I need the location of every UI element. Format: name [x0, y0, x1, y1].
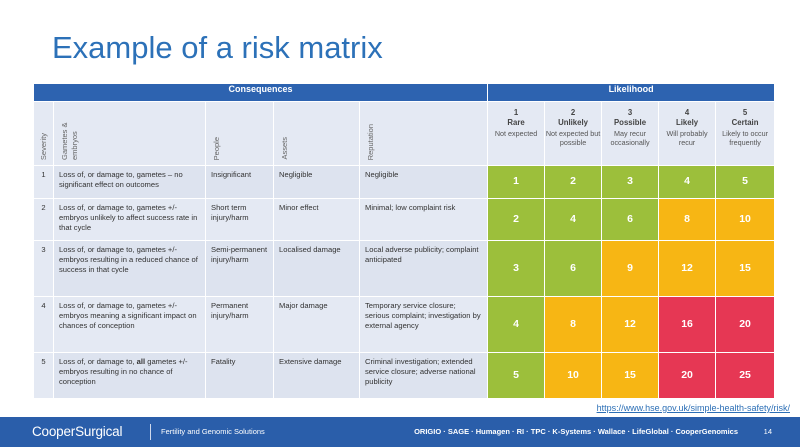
people-cell: Insignificant — [205, 165, 274, 199]
likelihood-rare-header: 1 Rare Not expected — [487, 101, 546, 166]
risk-score-cell: 4 — [487, 296, 546, 353]
reputation-cell: Temporary service closure; serious compl… — [358, 296, 489, 353]
severity-column-header: Severity — [33, 101, 54, 166]
gametes-column-header: Gametes & embryos — [53, 101, 206, 166]
people-cell: Fatality — [205, 352, 274, 399]
table-row: 4 Loss of, or damage to, gametes +/- emb… — [33, 296, 776, 353]
reputation-cell: Minimal; low complaint risk — [358, 198, 489, 241]
risk-score-cell: 4 — [658, 165, 717, 199]
people-column-header: People — [205, 101, 274, 166]
likelihood-possible-header: 3 Possible May recur occasionally — [601, 101, 660, 166]
gametes-cell: Loss of, or damage to, gametes +/- embry… — [53, 198, 206, 241]
risk-score-cell: 15 — [601, 352, 660, 399]
risk-score-cell: 25 — [715, 352, 776, 399]
reputation-column-header: Reputation — [358, 101, 489, 166]
severity-value: 2 — [33, 198, 54, 241]
risk-score-cell: 2 — [544, 165, 603, 199]
risk-score-cell: 9 — [601, 240, 660, 297]
risk-score-cell: 5 — [715, 165, 776, 199]
reputation-cell: Negligible — [358, 165, 489, 199]
severity-value: 4 — [33, 296, 54, 353]
risk-score-cell: 8 — [544, 296, 603, 353]
people-cell: Permanent injury/harm — [205, 296, 274, 353]
assets-cell: Localised damage — [273, 240, 360, 297]
risk-score-cell: 12 — [601, 296, 660, 353]
risk-score-cell: 10 — [544, 352, 603, 399]
footer-bar: CooperSurgical Fertility and Genomic Sol… — [0, 417, 800, 447]
table-row: 1 Loss of, or damage to, gametes – no si… — [33, 165, 776, 199]
table-row: 5 Loss of, or damage to, all gametes +/-… — [33, 352, 776, 399]
page-number: 14 — [763, 427, 772, 436]
risk-score-cell: 15 — [715, 240, 776, 297]
likelihood-header: Likelihood — [487, 83, 776, 102]
assets-cell: Major damage — [273, 296, 360, 353]
risk-score-cell: 6 — [544, 240, 603, 297]
emphasis-all: all — [136, 357, 146, 366]
likelihood-likely-header: 4 Likely Will probably recur — [658, 101, 717, 166]
risk-score-cell: 5 — [487, 352, 546, 399]
table-row: 3 Loss of, or damage to, gametes +/- emb… — [33, 240, 776, 297]
risk-score-cell: 8 — [658, 198, 717, 241]
risk-score-cell: 1 — [487, 165, 546, 199]
gametes-cell: Loss of, or damage to, all gametes +/- e… — [53, 352, 206, 399]
risk-score-cell: 3 — [487, 240, 546, 297]
footer-brands: ORIGIO · SAGE · Humagen · RI · TPC · K-S… — [414, 427, 738, 436]
gametes-cell: Loss of, or damage to, gametes – no sign… — [53, 165, 206, 199]
assets-cell: Minor effect — [273, 198, 360, 241]
severity-value: 5 — [33, 352, 54, 399]
risk-matrix-table: Consequences Likelihood Severity Gametes… — [32, 83, 776, 399]
people-cell: Semi-permanent injury/harm — [205, 240, 274, 297]
footer-divider — [150, 424, 151, 440]
risk-score-cell: 10 — [715, 198, 776, 241]
gametes-cell: Loss of, or damage to, gametes +/- embry… — [53, 240, 206, 297]
likelihood-unlikely-header: 2 Unlikely Not expected but possible — [544, 101, 603, 166]
consequences-header: Consequences — [32, 83, 489, 102]
hse-risk-link[interactable]: https://www.hse.gov.uk/simple-health-saf… — [596, 403, 790, 413]
footer-tagline: Fertility and Genomic Solutions — [161, 427, 265, 436]
risk-score-cell: 16 — [658, 296, 717, 353]
risk-score-cell: 3 — [601, 165, 660, 199]
reputation-cell: Local adverse publicity; complaint antic… — [358, 240, 489, 297]
risk-score-cell: 6 — [601, 198, 660, 241]
risk-score-cell: 4 — [544, 198, 603, 241]
risk-score-cell: 2 — [487, 198, 546, 241]
severity-value: 3 — [33, 240, 54, 297]
severity-value: 1 — [33, 165, 54, 199]
assets-column-header: Assets — [273, 101, 360, 166]
assets-cell: Negligible — [273, 165, 360, 199]
risk-score-cell: 20 — [658, 352, 717, 399]
assets-cell: Extensive damage — [273, 352, 360, 399]
gametes-cell: Loss of, or damage to, gametes +/- embry… — [53, 296, 206, 353]
risk-score-cell: 20 — [715, 296, 776, 353]
people-cell: Short term injury/harm — [205, 198, 274, 241]
likelihood-certain-header: 5 Certain Likely to occur frequently — [715, 101, 776, 166]
risk-score-cell: 12 — [658, 240, 717, 297]
reputation-cell: Criminal investigation; extended service… — [358, 352, 489, 399]
coopersurgical-logo: CooperSurgical — [32, 424, 123, 439]
slide-title: Example of a risk matrix — [52, 30, 383, 65]
table-row: 2 Loss of, or damage to, gametes +/- emb… — [33, 198, 776, 241]
